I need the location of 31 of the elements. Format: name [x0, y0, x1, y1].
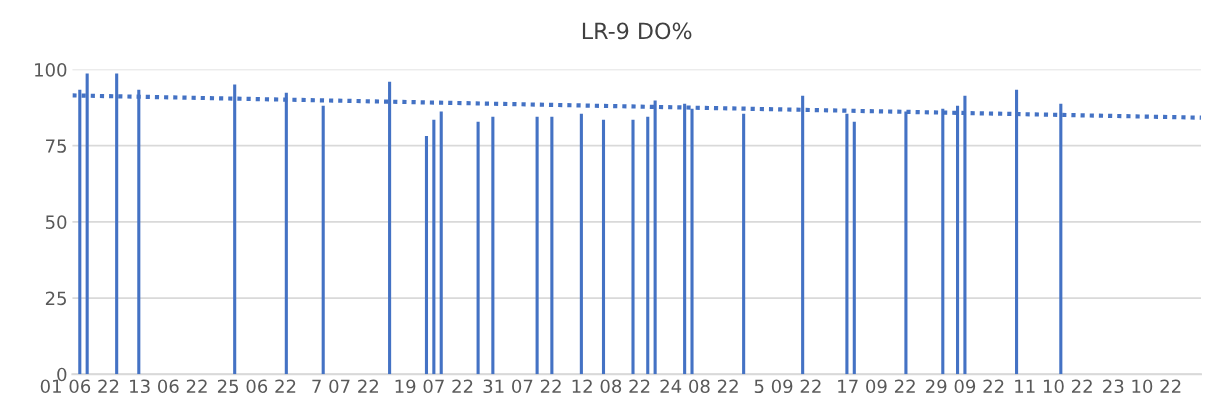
x-tick-label: 23 10 22	[1103, 379, 1181, 394]
x-tick-label: 17 09 22	[838, 379, 915, 394]
y-tick-label: 25	[45, 291, 66, 306]
x-tick-label: 13 06 22	[130, 379, 207, 394]
x-tick-label: 31 07 22	[483, 379, 561, 394]
bar	[631, 119, 635, 375]
x-tick-label: 19 07 22	[395, 379, 473, 394]
x-tick-label: 25 06 22	[217, 379, 296, 394]
bar	[852, 121, 856, 375]
chart-title: LR-9 DO%	[582, 22, 692, 40]
bar	[491, 116, 495, 375]
bar	[476, 121, 480, 375]
x-tick-label: 24 08 22	[660, 379, 738, 394]
x-tick-label: 29 09 22	[926, 379, 1004, 394]
x-tick-label: 12 08 22	[572, 379, 650, 394]
bar	[432, 119, 436, 375]
bar	[439, 111, 443, 375]
bar	[535, 116, 539, 375]
bar	[579, 113, 583, 375]
y-tick-label: 100	[35, 62, 67, 77]
x-tick-label: 11 10 22	[1015, 379, 1092, 394]
bar	[646, 116, 650, 375]
y-tick-label: 75	[46, 139, 66, 153]
x-tick-label: 5 09 22	[754, 379, 821, 394]
y-tick-label: 50	[45, 215, 67, 229]
bar	[742, 113, 746, 375]
bar	[321, 105, 325, 375]
x-tick-label: 7 07 22	[312, 379, 378, 394]
bar	[550, 116, 554, 375]
bar	[424, 135, 429, 375]
bar	[601, 119, 606, 375]
